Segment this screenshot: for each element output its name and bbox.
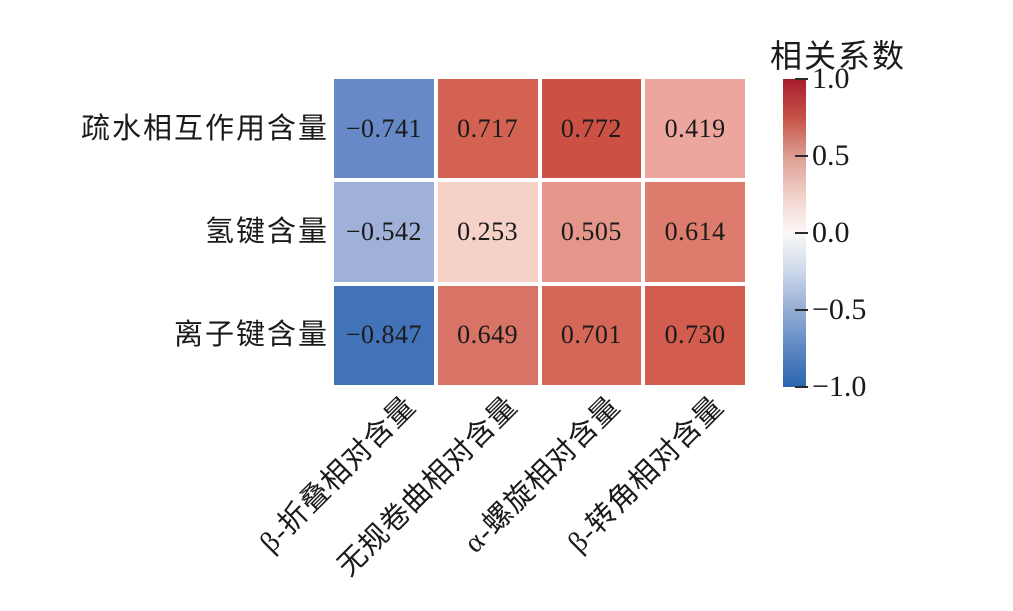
heatmap-cell: 0.772: [541, 79, 642, 179]
heatmap-cell: 0.253: [437, 182, 538, 282]
heatmap-cell: 0.701: [541, 285, 642, 385]
colorbar-tick-label: 0.5: [812, 139, 850, 172]
colorbar-title: 相关系数: [770, 38, 907, 74]
heatmap-cell: 0.730: [645, 285, 745, 385]
heatmap-grid: −0.741 0.717 0.772 0.419 −0.542 0.253 0.…: [334, 79, 745, 385]
row-label-hydrogen-bond: 氢键含量: [204, 216, 329, 248]
colorbar-tick-label: −1.0: [812, 370, 867, 403]
colorbar-tick-label: −0.5: [812, 293, 867, 326]
heatmap-cell: 0.505: [541, 182, 642, 282]
colorbar-tick: [795, 386, 808, 388]
heatmap-cell: 0.614: [645, 182, 745, 282]
heatmap-cell: −0.847: [334, 285, 434, 385]
row-label-hydrophobic-interaction: 疏水相互作用含量: [80, 113, 329, 145]
heatmap-cell: 0.649: [437, 285, 538, 385]
colorbar-tick-label: 0.0: [812, 216, 850, 249]
heatmap-cell: 0.717: [437, 79, 538, 179]
col-label-random-coil: 无规卷曲相对含量: [331, 390, 524, 583]
colorbar-tick: [795, 309, 808, 311]
heatmap-cell: −0.741: [334, 79, 434, 179]
colorbar-tick-label: 1.0: [812, 62, 850, 95]
colorbar-tick: [795, 232, 808, 234]
heatmap-cell: −0.542: [334, 182, 434, 282]
colorbar-tick: [795, 78, 808, 80]
colorbar-tick: [795, 155, 808, 157]
row-label-ionic-bond: 离子键含量: [173, 319, 329, 351]
heatmap-cell: 0.419: [645, 79, 745, 179]
